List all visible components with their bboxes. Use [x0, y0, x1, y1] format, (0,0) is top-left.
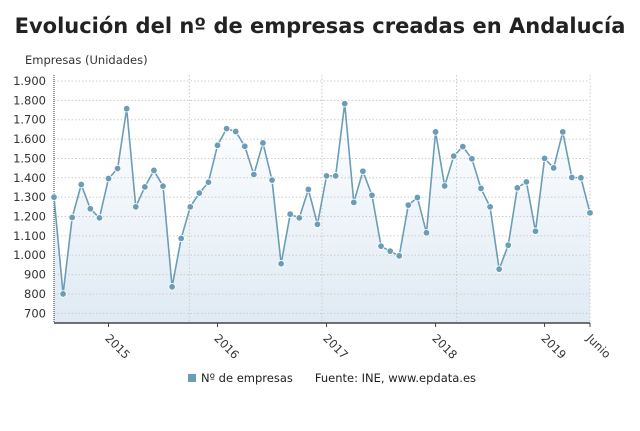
data-point [186, 203, 194, 211]
data-point [540, 154, 549, 163]
data-point [568, 173, 576, 182]
data-point [413, 193, 422, 202]
data-point [559, 128, 567, 136]
y-tick-label: 1.500 [13, 151, 46, 165]
data-point [522, 178, 531, 186]
data-point [322, 172, 331, 180]
y-tick-label: 700 [24, 306, 46, 320]
data-point [241, 142, 249, 150]
legend-label[interactable]: Nº de empresas [201, 371, 293, 385]
data-point [77, 180, 85, 189]
data-point [404, 201, 413, 209]
data-point [204, 178, 213, 186]
data-point [586, 209, 594, 217]
data-point [259, 139, 267, 147]
data-point [113, 164, 122, 173]
y-tick-label: 1.800 [13, 93, 46, 107]
y-tick-label: 1.700 [13, 113, 46, 127]
x-tick-label: 2018 [429, 331, 460, 362]
data-point [150, 166, 158, 175]
data-point [168, 283, 176, 291]
data-point [68, 213, 76, 222]
data-point [459, 142, 467, 151]
y-tick-label: 1.200 [13, 210, 46, 224]
data-point [386, 247, 394, 255]
data-point [368, 191, 376, 199]
data-point [504, 241, 512, 249]
data-point [141, 183, 149, 191]
data-point [359, 167, 367, 175]
y-tick-label: 1.600 [13, 132, 46, 146]
data-point [495, 265, 503, 273]
data-point [268, 176, 276, 184]
y-axis-title: Empresas (Unidades) [25, 53, 148, 67]
data-point [195, 189, 204, 197]
data-point [50, 193, 58, 201]
data-point [132, 203, 140, 211]
data-point [577, 174, 585, 182]
data-point [440, 182, 449, 190]
y-tick-label: 1.900 [13, 74, 46, 88]
y-tick-label: 1.100 [13, 229, 46, 243]
data-point [486, 203, 494, 211]
data-point [477, 184, 485, 193]
data-point [513, 184, 522, 192]
data-point [295, 214, 303, 222]
legend-marker [188, 374, 196, 382]
data-point [549, 164, 558, 172]
data-point [86, 205, 95, 213]
source-text: Fuente: INE, www.epdata.es [314, 371, 477, 385]
y-tick-label: 1.000 [13, 248, 46, 262]
data-point [304, 185, 313, 194]
data-point [177, 234, 185, 243]
data-point [377, 242, 385, 250]
data-point [231, 127, 240, 136]
data-point [277, 260, 285, 268]
data-point [341, 99, 349, 108]
data-point [159, 182, 167, 190]
x-tick-label: 2019 [538, 331, 569, 362]
y-tick-label: 900 [24, 268, 46, 282]
area-fill [54, 103, 590, 323]
data-point [286, 210, 294, 218]
legend: Nº de empresas Fuente: INE, www.epdata.e… [188, 371, 476, 385]
y-tick-label: 1.300 [13, 190, 46, 204]
x-tick-label: 2016 [211, 331, 242, 362]
data-point [59, 290, 67, 298]
chart-title: Evolución del nº de empresas creadas en … [14, 14, 626, 38]
data-point [431, 128, 440, 136]
data-point [450, 152, 458, 160]
y-tick-label: 800 [24, 287, 46, 301]
data-point [313, 220, 322, 228]
x-tick-label: 2017 [320, 331, 351, 362]
data-point [95, 214, 104, 222]
x-tick-label: 2015 [102, 331, 133, 362]
y-tick-label: 1.400 [13, 171, 46, 185]
data-point [222, 124, 231, 133]
data-point [395, 252, 403, 260]
data-point [422, 229, 431, 237]
data-point [250, 170, 258, 179]
data-point [104, 174, 113, 183]
data-point [350, 198, 358, 207]
x-tick-label: Junio [583, 331, 614, 362]
data-point [213, 141, 222, 149]
data-point [331, 172, 340, 180]
data-point [122, 104, 131, 113]
data-point [468, 155, 476, 163]
data-point [531, 227, 540, 235]
